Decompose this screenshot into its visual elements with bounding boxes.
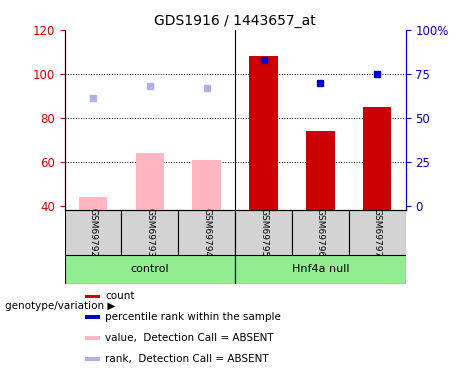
Text: GSM69794: GSM69794: [202, 208, 211, 257]
Bar: [363, 107, 391, 210]
Text: control: control: [130, 264, 169, 274]
Bar: [65, 210, 121, 255]
Bar: [193, 159, 221, 210]
Bar: [136, 153, 164, 210]
Bar: [235, 210, 292, 255]
Bar: [85, 315, 100, 319]
Bar: [85, 336, 100, 340]
Text: GSM69796: GSM69796: [316, 208, 325, 257]
Bar: [235, 255, 406, 284]
Text: GSM69795: GSM69795: [259, 208, 268, 257]
Text: count: count: [106, 291, 135, 302]
Text: Hnf4a null: Hnf4a null: [292, 264, 349, 274]
Bar: [306, 131, 335, 210]
Bar: [79, 197, 107, 210]
Title: GDS1916 / 1443657_at: GDS1916 / 1443657_at: [154, 13, 316, 28]
Bar: [121, 210, 178, 255]
Text: percentile rank within the sample: percentile rank within the sample: [106, 312, 281, 322]
Bar: [65, 255, 235, 284]
Text: GSM69792: GSM69792: [89, 208, 97, 257]
Bar: [349, 210, 406, 255]
Bar: [85, 295, 100, 298]
Text: value,  Detection Call = ABSENT: value, Detection Call = ABSENT: [106, 333, 274, 343]
Bar: [292, 210, 349, 255]
Bar: [249, 56, 278, 210]
Text: GSM69793: GSM69793: [145, 208, 154, 257]
Text: GSM69797: GSM69797: [373, 208, 382, 257]
Bar: [85, 357, 100, 361]
Bar: [178, 210, 235, 255]
Text: genotype/variation ▶: genotype/variation ▶: [5, 301, 115, 310]
Text: rank,  Detection Call = ABSENT: rank, Detection Call = ABSENT: [106, 354, 269, 364]
